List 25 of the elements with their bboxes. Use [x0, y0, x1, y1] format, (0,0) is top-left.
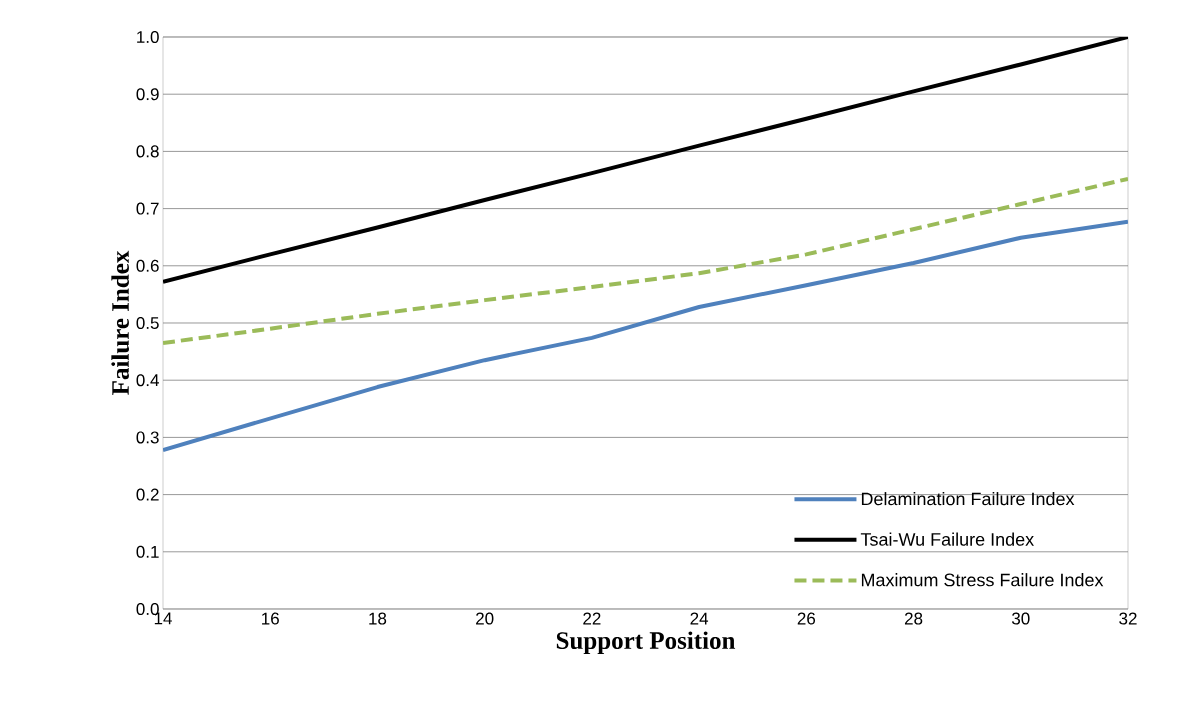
x-tick-label: 24 — [690, 612, 709, 625]
y-tick-label: 0.8 — [136, 145, 159, 158]
y-tick-label: 0.5 — [136, 316, 159, 330]
x-axis-title: Support Position — [556, 631, 736, 655]
x-tick-label: 20 — [476, 612, 494, 625]
x-tick-label: 32 — [1119, 612, 1137, 625]
y-tick-label: 0.4 — [136, 374, 159, 387]
y-tick-label: 0.9 — [136, 88, 159, 101]
x-tick-label: 26 — [797, 612, 816, 625]
y-tick-label: 0.1 — [136, 545, 159, 558]
y-axis-title: Failure Index — [111, 250, 130, 395]
x-tick-label: 22 — [583, 612, 601, 625]
y-tick-label: 0.3 — [136, 431, 159, 444]
x-tick-label: 28 — [904, 612, 923, 625]
line-series — [163, 37, 1129, 284]
y-tick-label: 0.6 — [136, 259, 159, 272]
legend-label: Delamination Failure Index — [861, 492, 1075, 506]
x-tick-label: 16 — [262, 612, 279, 625]
x-tick-label: 18 — [369, 612, 387, 625]
x-tick-label: 30 — [1011, 612, 1030, 625]
y-tick-label: 0.7 — [136, 202, 159, 215]
legend-label: Tsai-Wu Failure Index — [860, 532, 1034, 546]
y-tick-label: 1.0 — [137, 30, 159, 44]
legend-label: Maximum Stress Failure Index — [861, 573, 1104, 587]
y-tick-label: 0.2 — [136, 488, 159, 501]
